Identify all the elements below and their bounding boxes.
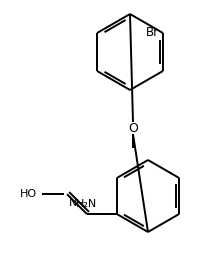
Text: N: N	[69, 198, 77, 208]
Text: O: O	[127, 121, 137, 135]
Text: HO: HO	[20, 189, 37, 199]
Text: Br: Br	[145, 26, 158, 40]
Text: H₂N: H₂N	[76, 199, 97, 209]
